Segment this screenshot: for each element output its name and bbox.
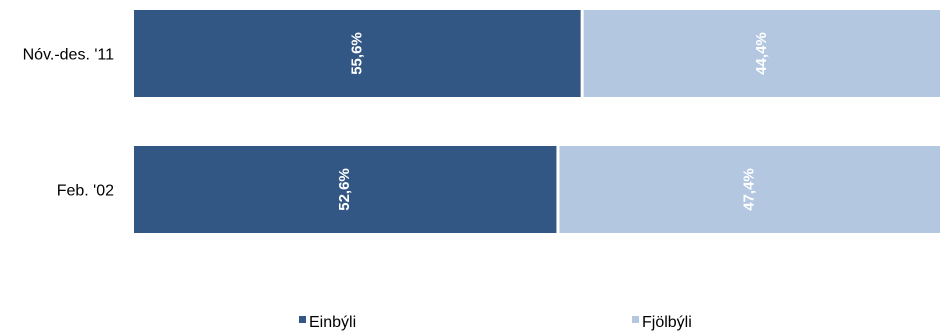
category-label: Nóv.-des. '11 — [23, 47, 114, 64]
bar-segment-einbyli — [134, 10, 581, 97]
data-label: 44,4% — [753, 32, 770, 75]
data-label: 52,6% — [336, 168, 353, 211]
data-label: 55,6% — [348, 32, 365, 75]
bars-group: 55,6% 44,4% 52,6% 47,4% — [134, 10, 940, 233]
bar-segment-fjolbyli — [583, 10, 940, 97]
bar-segment-fjolbyli — [559, 146, 940, 233]
data-label: 47,4% — [741, 168, 758, 211]
legend-label: Fjölbýli — [642, 314, 692, 331]
legend-label: Einbýli — [309, 314, 356, 331]
category-labels: Nóv.-des. '11 Feb. '02 — [23, 47, 114, 200]
legend: Einbýli Fjölbýli — [299, 314, 692, 331]
category-label: Feb. '02 — [57, 183, 114, 200]
legend-swatch — [299, 316, 306, 323]
bar-segment-einbyli — [134, 146, 557, 233]
legend-swatch — [632, 316, 639, 323]
